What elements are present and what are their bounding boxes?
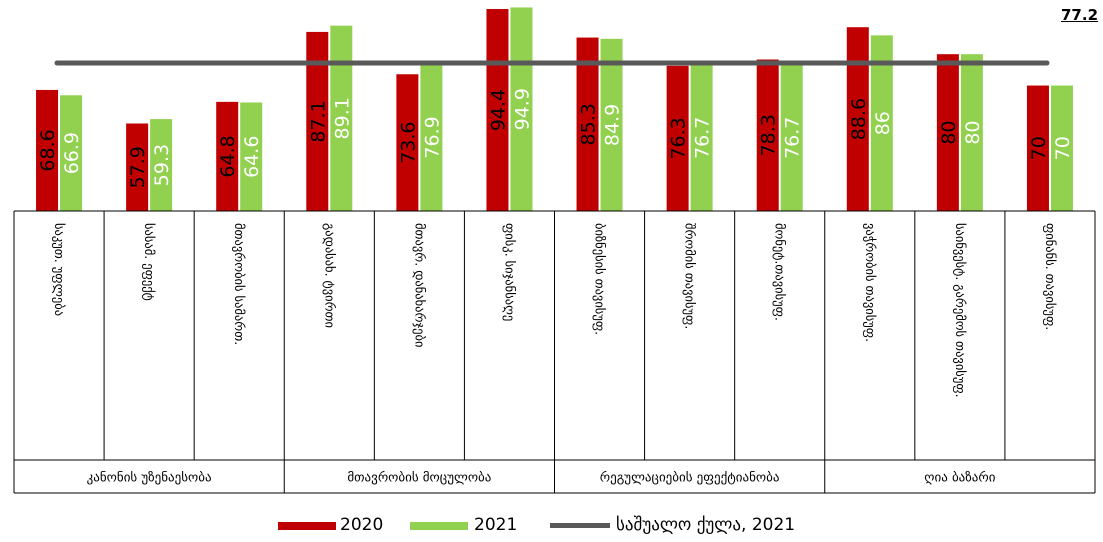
value-label-2020-12: 70 <box>1028 136 1050 160</box>
value-label-2021-7: 84.9 <box>602 104 624 146</box>
bar-2020-11 <box>936 54 959 211</box>
value-label-2021-2: 59.3 <box>151 144 173 186</box>
bar-2021-7 <box>600 38 623 212</box>
bar-2020-12 <box>1026 85 1049 211</box>
category-label-7: ბიზნესის თავისუფ. <box>593 223 608 335</box>
category-label-2: სასამ. ეფექტ <box>142 223 157 301</box>
value-label-2021-4: 89.1 <box>331 97 353 139</box>
value-label-2020-3: 64.8 <box>217 135 239 177</box>
value-label-2020-2: 57.9 <box>127 146 149 188</box>
category-label-9: მონეტ.თავისუფ. <box>773 223 788 321</box>
value-label-2021-10: 86 <box>872 111 894 135</box>
bar-2021-2 <box>150 119 173 211</box>
bar-2020-4 <box>306 31 329 212</box>
category-label-12: ფინანს. თავისუფ. <box>1043 223 1058 330</box>
value-label-2020-11: 80 <box>938 120 960 144</box>
bar-2021-9 <box>780 64 803 211</box>
bar-2020-8 <box>666 65 689 211</box>
bar-2020-9 <box>756 59 779 211</box>
bar-2021-10 <box>870 35 893 212</box>
chart: 68.6 57.9 64.8 87.1 73.6 94.4 85.3 76.3 78.3 88.6… <box>13 7 1096 494</box>
category-label-11: საინვესტ. გარემოს თავისუფ. <box>953 223 968 398</box>
bar-2021-12 <box>1050 85 1073 211</box>
value-label-2020-7: 85.3 <box>578 103 600 145</box>
group-label-3: რეგულაციების ეფექტიანობა <box>600 471 780 486</box>
legend: 2020 2021 საშუალო ქულა, 2021 <box>0 508 1103 542</box>
legend-swatch-average <box>550 523 610 528</box>
value-label-2021-3: 64.6 <box>241 136 263 178</box>
value-label-2020-6: 94.4 <box>487 89 509 131</box>
category-label-6: ფისკ. სიჯანსაღე <box>502 223 517 321</box>
category-label-8: შრომის თავისუფ. <box>683 223 698 329</box>
value-label-2021-6: 94.9 <box>511 88 533 130</box>
value-label-2020-1: 68.6 <box>37 129 59 171</box>
group-label-2: მთავრობის მოცულობა <box>347 471 491 486</box>
category-label-10: ვაჭრობის თავისუფ. <box>863 223 878 342</box>
bar-2020-10 <box>846 27 869 211</box>
bar-2021-6 <box>510 7 533 212</box>
value-label-2020-4: 87.1 <box>307 100 329 142</box>
bar-2020-7 <box>576 37 599 212</box>
legend-label-2021: 2021 <box>474 515 518 535</box>
value-label-2020-10: 88.6 <box>848 98 870 140</box>
bar-2021-3 <box>240 102 263 211</box>
group-label-4: ღია ბაზარი <box>924 471 995 486</box>
value-label-2021-11: 80 <box>962 120 984 144</box>
legend-label-average: საშუალო ქულა, 2021 <box>616 515 796 535</box>
value-label-2020-8: 76.3 <box>668 117 690 159</box>
legend-label-2020: 2020 <box>340 515 384 535</box>
category-label-1: საკუთ. უფლება <box>52 223 67 316</box>
bar-2021-4 <box>330 25 353 211</box>
bar-2020-3 <box>216 101 239 211</box>
category-label-4: გადასახ. ტვირთი <box>322 223 337 328</box>
bar-2020-6 <box>486 9 509 211</box>
value-label-2021-12: 70 <box>1052 136 1074 160</box>
category-label-5: მთავრ. დანახარჯები <box>412 223 427 347</box>
bar-2021-8 <box>690 64 713 211</box>
value-label-2020-5: 73.6 <box>397 121 419 163</box>
value-label-2021-8: 76.7 <box>692 117 714 159</box>
bar-2021-1 <box>60 95 83 211</box>
bar-2021-5 <box>420 63 443 212</box>
value-label-2021-9: 76.7 <box>782 117 804 159</box>
bar-2020-2 <box>126 123 149 211</box>
value-label-2021-1: 66.9 <box>61 132 83 174</box>
group-label-1: კანონის უზენაესობა <box>87 471 212 486</box>
bar-2021-11 <box>960 54 983 211</box>
average-value-label: 77.2 <box>1061 6 1099 24</box>
category-label-3: მთავრობის სამართ. <box>232 223 247 345</box>
bar-2020-5 <box>396 74 419 211</box>
legend-swatch-2020 <box>278 522 336 530</box>
bar-2020-1 <box>36 89 59 211</box>
legend-swatch-2021 <box>410 522 468 530</box>
value-label-2021-5: 76.9 <box>421 116 443 158</box>
value-label-2020-9: 78.3 <box>758 114 780 156</box>
